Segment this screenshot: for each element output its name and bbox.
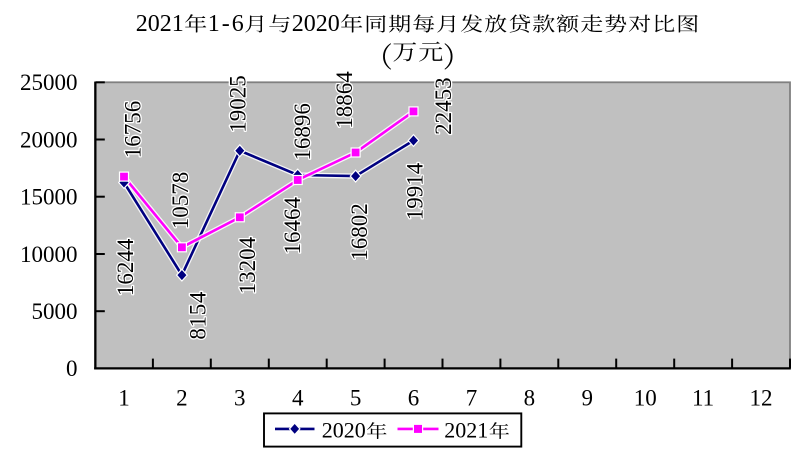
svg-text:16756: 16756 (121, 101, 146, 159)
svg-text:0: 0 (66, 356, 78, 381)
svg-text:2021: 2021 (444, 418, 488, 443)
svg-text:15000: 15000 (20, 185, 78, 210)
svg-text:13204: 13204 (235, 236, 260, 294)
svg-text:18864: 18864 (332, 71, 357, 129)
svg-text:16802: 16802 (347, 203, 372, 261)
svg-text:2020: 2020 (292, 11, 340, 37)
svg-text:8: 8 (524, 385, 536, 410)
svg-text:2021: 2021 (136, 11, 184, 37)
svg-text:20000: 20000 (20, 127, 78, 152)
svg-text:10: 10 (634, 385, 657, 410)
svg-text:7: 7 (466, 385, 478, 410)
svg-text:1: 1 (118, 385, 130, 410)
svg-text:2020: 2020 (322, 418, 366, 443)
svg-text:3: 3 (234, 385, 246, 410)
svg-text:9: 9 (582, 385, 594, 410)
svg-text:1-6: 1-6 (208, 11, 244, 37)
svg-text:16244: 16244 (113, 238, 138, 296)
svg-text:4: 4 (292, 385, 304, 410)
svg-text:8154: 8154 (185, 291, 210, 340)
svg-text:10000: 10000 (20, 242, 78, 267)
svg-text:10578: 10578 (168, 172, 193, 230)
svg-text:25000: 25000 (20, 70, 78, 95)
svg-text:2: 2 (176, 385, 188, 410)
svg-text:6: 6 (408, 385, 420, 410)
svg-text:16464: 16464 (280, 197, 305, 255)
svg-text:12: 12 (750, 385, 773, 410)
svg-text:19914: 19914 (402, 162, 427, 220)
svg-text:22453: 22453 (431, 77, 456, 135)
svg-text:19025: 19025 (226, 75, 251, 133)
svg-text:16896: 16896 (290, 103, 315, 161)
svg-text:5: 5 (350, 385, 362, 410)
svg-text:11: 11 (692, 385, 714, 410)
svg-text:5000: 5000 (32, 299, 78, 324)
